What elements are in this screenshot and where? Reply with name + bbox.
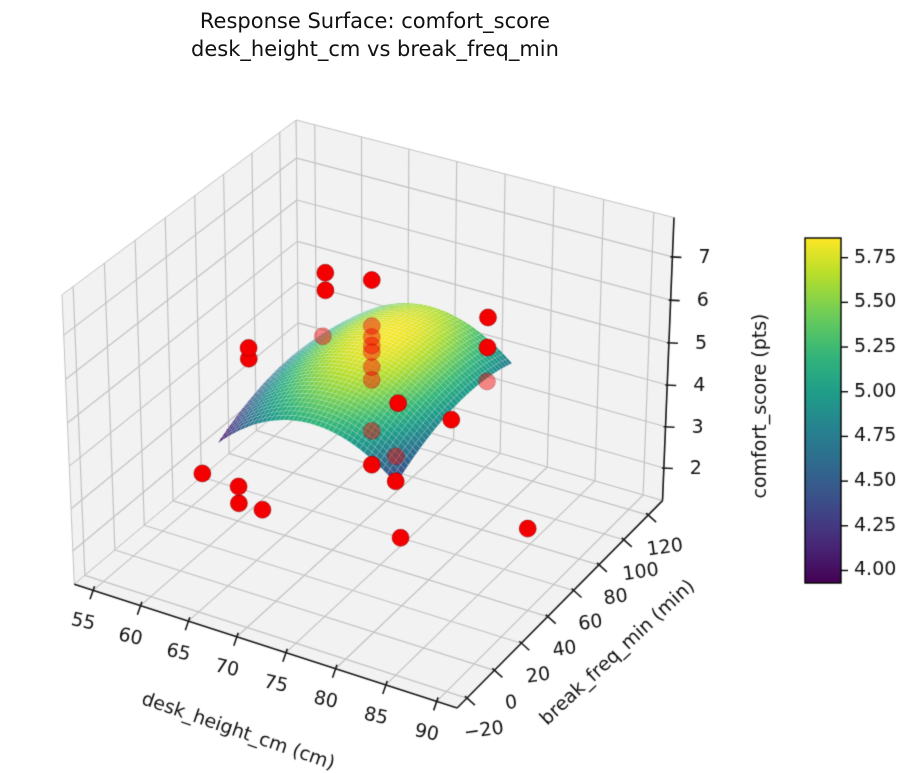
chart-title-line1: Response Surface: comfort_score xyxy=(199,9,551,33)
chart-title: Response Surface: comfort_score desk_hei… xyxy=(60,7,690,63)
chart-title-line2: desk_height_cm vs break_freq_min xyxy=(191,37,559,61)
